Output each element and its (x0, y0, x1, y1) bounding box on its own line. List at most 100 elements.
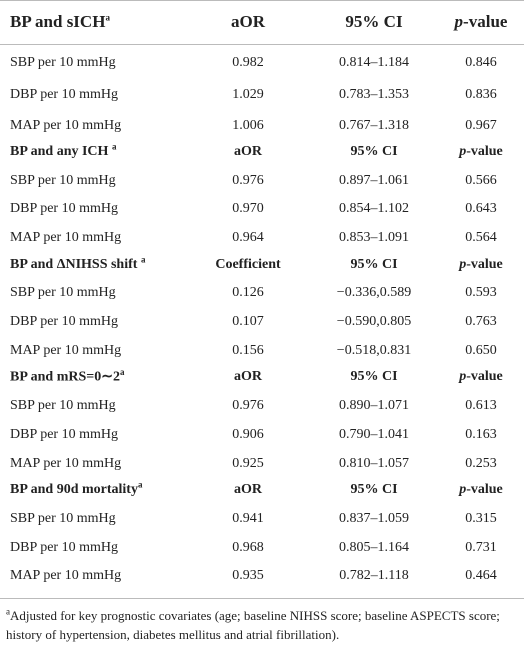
cell-value: 0.464 (465, 568, 497, 584)
column-header-text: -value (463, 12, 508, 31)
column-header-text: 95% CI (350, 256, 398, 272)
cell-value: 0.805–1.164 (339, 539, 409, 555)
cell-value: 0.810–1.057 (339, 455, 409, 471)
row-label: DBP per 10 mmHg (10, 539, 118, 555)
column-header-italic: p (459, 369, 467, 385)
section-label: BP and any ICH a (10, 141, 117, 160)
header-rule (0, 44, 524, 45)
column-header: aOR (234, 369, 262, 385)
column-header: p-value (459, 257, 503, 273)
cell-value: −0.336,0.589 (336, 285, 412, 301)
note-mark: a (119, 367, 125, 378)
row-label: SBP per 10 mmHg (10, 285, 116, 301)
column-header: aOR (234, 144, 262, 160)
cell-value: 0.976 (232, 172, 264, 188)
cell-value: 0.315 (465, 510, 497, 526)
cell-value: 0.853–1.091 (339, 230, 409, 246)
column-header-italic: p (459, 256, 467, 272)
cell-value: 0.566 (465, 172, 497, 188)
column-header: 95% CI (350, 369, 397, 385)
cell-value: 0.767–1.318 (339, 118, 409, 133)
cell-value: 0.156 (232, 342, 264, 358)
row-label: MAP per 10 mmHg (10, 568, 122, 584)
row-label: SBP per 10 mmHg (10, 510, 116, 526)
column-header: 95% CI (345, 12, 402, 32)
footnote-rule (0, 598, 524, 599)
row-label: DBP per 10 mmHg (10, 86, 118, 102)
column-header-text: -value (466, 482, 503, 498)
cell-value: 0.650 (465, 342, 497, 358)
column-header: p-value (459, 144, 503, 160)
cell-value: 0.783–1.353 (339, 86, 409, 102)
footnote-mark: a (6, 606, 10, 617)
note-mark: a (105, 12, 110, 23)
top-rule (0, 0, 524, 1)
cell-value: 0.967 (465, 118, 497, 133)
column-header-text: -value (466, 144, 503, 159)
column-header-text: -value (466, 256, 503, 272)
footnote-text: Adjusted for key prognostic covariates (… (6, 608, 500, 642)
column-header-text: aOR (231, 12, 265, 31)
column-header-italic: p (459, 144, 467, 159)
cell-value: 0.964 (232, 230, 264, 246)
cell-value: 0.854–1.102 (339, 201, 409, 217)
note-mark: a (140, 254, 146, 265)
cell-value: −0.518,0.831 (336, 342, 412, 358)
cell-value: 0.837–1.059 (339, 510, 409, 526)
row-label: DBP per 10 mmHg (10, 201, 118, 217)
column-header-text: 95% CI (350, 144, 398, 159)
cell-value: 0.107 (232, 314, 264, 330)
cell-value: 1.006 (232, 118, 264, 133)
cell-value: 0.836 (465, 86, 497, 102)
column-header-text: Coefficient (215, 256, 281, 272)
column-header-italic: p (459, 482, 467, 498)
row-label: MAP per 10 mmHg (10, 455, 122, 471)
section-label-text: BP and any ICH (10, 144, 112, 159)
section-label: BP and mRS=0∼2a (10, 367, 125, 386)
cell-value: 0.643 (465, 201, 497, 217)
cell-value: 0.970 (232, 201, 264, 217)
cell-value: 0.976 (232, 398, 264, 414)
cell-value: 0.925 (232, 455, 264, 471)
cell-value: 0.593 (465, 285, 497, 301)
column-header: aOR (234, 482, 262, 498)
column-header-text: aOR (234, 369, 262, 385)
cell-value: 0.763 (465, 314, 497, 330)
column-header: 95% CI (350, 257, 397, 273)
column-header: 95% CI (350, 482, 397, 498)
cell-value: −0.590,0.805 (336, 314, 412, 330)
cell-value: 0.126 (232, 285, 264, 301)
cell-value: 0.782–1.118 (339, 568, 409, 584)
row-label: DBP per 10 mmHg (10, 426, 118, 442)
cell-value: 0.906 (232, 426, 264, 442)
cell-value: 0.613 (465, 398, 497, 414)
cell-value: 0.968 (232, 539, 264, 555)
row-label: SBP per 10 mmHg (10, 55, 116, 70)
column-header-text: aOR (234, 482, 262, 498)
cell-value: 0.163 (465, 426, 497, 442)
row-label: MAP per 10 mmHg (10, 118, 122, 133)
note-mark: a (111, 141, 117, 152)
note-mark: a (137, 479, 143, 490)
row-label: SBP per 10 mmHg (10, 398, 116, 414)
section-label-text: BP and ΔNIHSS shift (10, 256, 141, 272)
row-label: SBP per 10 mmHg (10, 172, 116, 188)
section-label: BP and sICHa (10, 12, 110, 32)
row-label: DBP per 10 mmHg (10, 314, 118, 330)
cell-value: 0.814–1.184 (339, 55, 409, 70)
cell-value: 0.731 (465, 539, 497, 555)
section-label-text: BP and 90d mortality (10, 482, 138, 498)
column-header-text: 95% CI (350, 482, 398, 498)
cell-value: 0.564 (465, 230, 497, 246)
cell-value: 0.790–1.041 (339, 426, 409, 442)
column-header: p-value (459, 369, 503, 385)
section-label-text: BP and mRS=0∼2 (10, 369, 120, 385)
footnote: aAdjusted for key prognostic covariates … (6, 606, 518, 644)
column-header: p-value (455, 12, 508, 32)
cell-value: 0.897–1.061 (339, 172, 409, 188)
cell-value: 0.846 (465, 55, 497, 70)
cell-value: 0.941 (232, 510, 264, 526)
cell-value: 0.982 (232, 55, 264, 70)
section-label-text: BP and sICH (10, 12, 106, 31)
column-header: 95% CI (350, 144, 397, 160)
